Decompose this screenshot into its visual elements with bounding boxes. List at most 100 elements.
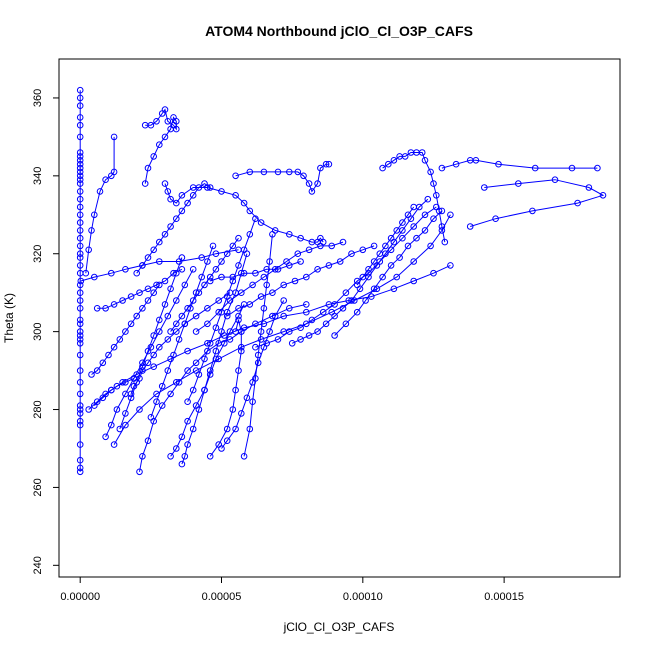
data-point bbox=[294, 250, 302, 257]
data-point bbox=[201, 355, 208, 363]
data-point bbox=[252, 375, 259, 382]
data-point bbox=[167, 195, 174, 203]
data-point bbox=[195, 371, 203, 378]
data-point bbox=[122, 421, 129, 429]
series-line bbox=[243, 234, 273, 457]
data-point bbox=[303, 308, 310, 316]
data-point bbox=[594, 164, 601, 172]
data-point bbox=[108, 269, 115, 277]
data-point bbox=[288, 340, 296, 347]
data-point bbox=[274, 336, 282, 343]
data-point bbox=[322, 320, 330, 328]
data-point bbox=[441, 238, 449, 246]
series-line bbox=[221, 300, 285, 449]
data-point bbox=[466, 223, 474, 230]
data-point bbox=[271, 312, 279, 320]
data-point bbox=[76, 203, 84, 211]
data-series bbox=[223, 242, 378, 320]
data-point bbox=[85, 406, 92, 413]
data-point bbox=[238, 347, 245, 355]
data-point bbox=[173, 320, 180, 328]
data-point bbox=[167, 453, 174, 460]
data-point bbox=[195, 289, 203, 297]
data-point bbox=[110, 133, 118, 141]
x-tick-label: 0.00000 bbox=[60, 591, 100, 603]
data-point bbox=[167, 390, 174, 398]
data-point bbox=[153, 118, 160, 125]
data-point bbox=[396, 254, 403, 261]
data-point bbox=[116, 336, 124, 343]
data-point bbox=[76, 332, 84, 339]
data-point bbox=[189, 297, 197, 304]
data-point bbox=[280, 297, 288, 304]
data-point bbox=[280, 281, 288, 289]
series-line bbox=[164, 183, 324, 243]
data-point bbox=[173, 199, 180, 207]
data-point bbox=[305, 246, 313, 254]
data-point bbox=[184, 305, 191, 312]
data-point bbox=[452, 160, 460, 168]
data-point bbox=[274, 168, 282, 176]
data-point bbox=[76, 234, 84, 242]
data-point bbox=[144, 164, 152, 172]
data-point bbox=[365, 266, 372, 273]
data-point bbox=[303, 273, 310, 281]
data-point bbox=[173, 215, 180, 222]
data-point bbox=[139, 453, 146, 460]
data-series bbox=[141, 106, 180, 187]
data-point bbox=[410, 223, 418, 230]
data-point bbox=[260, 320, 268, 328]
data-point bbox=[385, 160, 392, 168]
data-point bbox=[144, 347, 152, 355]
data-point bbox=[370, 285, 378, 293]
data-point bbox=[303, 320, 310, 328]
data-point bbox=[410, 277, 418, 285]
data-point bbox=[153, 281, 160, 289]
data-point bbox=[133, 269, 140, 277]
data-series bbox=[167, 301, 248, 460]
data-point bbox=[116, 425, 124, 433]
data-point bbox=[447, 262, 454, 269]
data-point bbox=[215, 297, 222, 304]
data-point bbox=[370, 258, 378, 265]
data-point bbox=[76, 340, 84, 347]
data-point bbox=[212, 324, 220, 332]
data-point bbox=[421, 211, 429, 219]
data-point bbox=[178, 266, 186, 273]
data-point bbox=[76, 114, 84, 121]
y-axis: 240 260 280 300 320 340 360 bbox=[32, 89, 59, 574]
data-point bbox=[76, 367, 84, 374]
data-point bbox=[342, 320, 350, 328]
data-point bbox=[189, 266, 197, 273]
data-point bbox=[141, 180, 149, 187]
data-point bbox=[76, 86, 84, 94]
series-line bbox=[139, 303, 307, 472]
data-point bbox=[232, 328, 239, 335]
data-point bbox=[76, 94, 84, 102]
x-tick-label: 0.00005 bbox=[202, 591, 242, 603]
data-series bbox=[167, 234, 242, 335]
data-point bbox=[150, 351, 157, 359]
data-point bbox=[173, 297, 180, 304]
data-point bbox=[76, 289, 84, 297]
data-point bbox=[76, 402, 84, 409]
data-point bbox=[184, 398, 191, 406]
data-point bbox=[599, 192, 607, 199]
series-line bbox=[80, 249, 239, 282]
data-point bbox=[184, 441, 191, 448]
data-point bbox=[170, 269, 177, 277]
data-point bbox=[119, 297, 126, 304]
y-tick-label: 260 bbox=[32, 478, 44, 496]
data-point bbox=[286, 328, 293, 335]
data-point bbox=[353, 281, 361, 289]
series-line bbox=[136, 182, 211, 274]
data-point bbox=[76, 468, 84, 476]
data-point bbox=[76, 328, 84, 335]
data-point bbox=[319, 308, 327, 316]
data-point bbox=[158, 382, 166, 390]
data-point bbox=[427, 242, 434, 250]
data-point bbox=[515, 180, 522, 187]
data-point bbox=[294, 168, 302, 176]
y-tick-label: 320 bbox=[32, 245, 44, 263]
data-point bbox=[317, 164, 324, 172]
